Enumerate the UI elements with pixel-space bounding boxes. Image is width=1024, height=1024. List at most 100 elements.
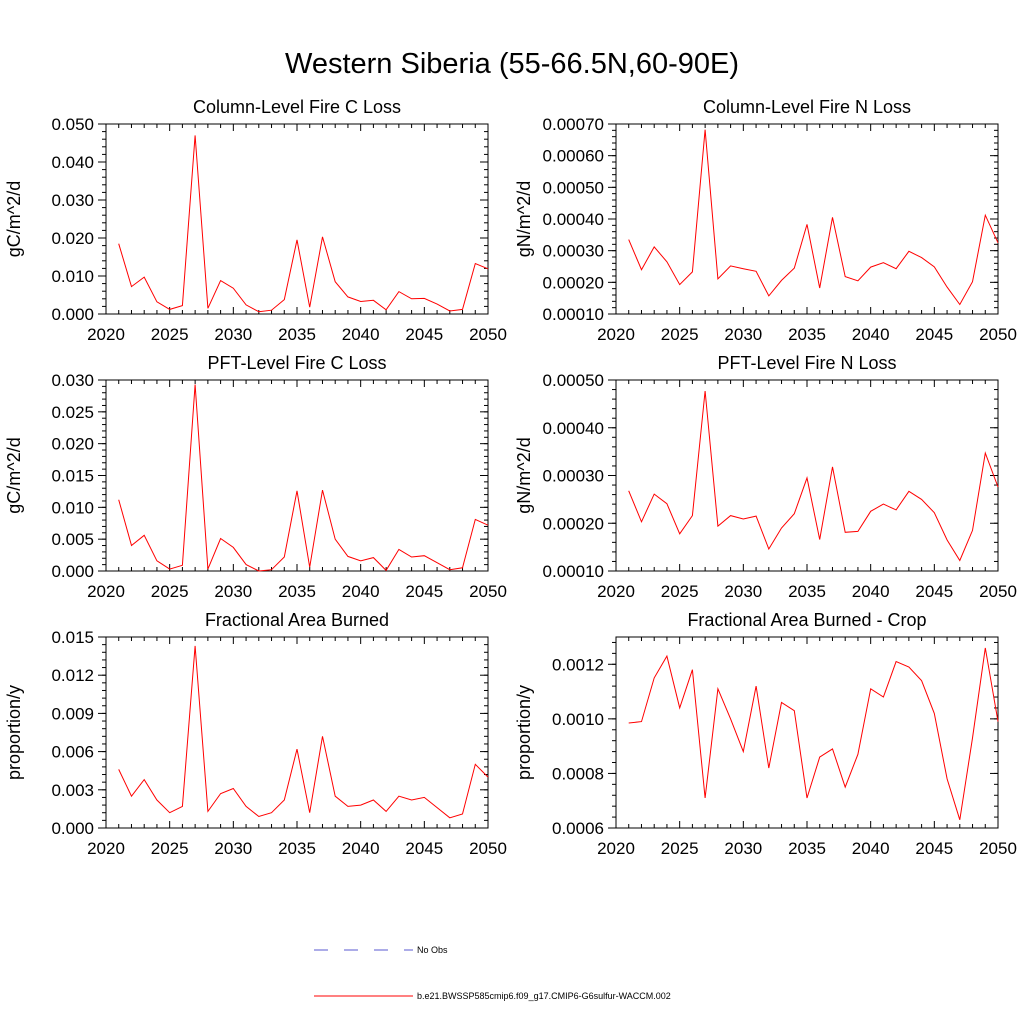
y-tick-label: 0.00040 (543, 210, 604, 229)
y-axis-label: proportion/y (4, 685, 24, 780)
x-tick-label: 2035 (788, 582, 826, 601)
y-axis-label: gN/m^2/d (514, 181, 534, 257)
y-tick-label: 0.020 (51, 229, 94, 248)
y-tick-label: 0.0012 (552, 655, 604, 674)
x-tick-label: 2035 (788, 325, 826, 344)
chart-panel-3: 2020 2025 2030 2035 2040 2045 2050 0.000 0.005 0.… (4, 353, 507, 601)
x-tick-label: 2025 (661, 325, 699, 344)
x-tick-label: 2040 (852, 325, 890, 344)
y-tick-label: 0.00010 (543, 562, 604, 581)
x-tick-label: 2040 (852, 582, 890, 601)
y-tick-label: 0.040 (51, 153, 94, 172)
x-tick-label: 2020 (87, 582, 125, 601)
series-line (628, 390, 999, 562)
y-tick-label: 0.000 (51, 819, 94, 838)
y-tick-label: 0.00050 (543, 178, 604, 197)
legend-label-model: b.e21.BWSSP585cmip6.f09_g17.CMIP6-G6sulf… (417, 991, 671, 1001)
x-tick-label: 2045 (915, 582, 953, 601)
series-line (118, 135, 489, 313)
y-axis-label: gC/m^2/d (4, 181, 24, 257)
chart-panel-1: 2020 2025 2030 2035 2040 2045 2050 0.000 0.010 0.… (4, 97, 507, 344)
series-line (118, 645, 489, 819)
y-tick-label: 0.00050 (543, 371, 604, 390)
x-tick-label: 2025 (151, 839, 189, 858)
x-tick-label: 2040 (342, 582, 380, 601)
y-tick-label: 0.003 (51, 781, 94, 800)
legend-label-no-obs: No Obs (417, 945, 448, 955)
y-tick-label: 0.006 (51, 743, 94, 762)
chart-panel-2: 2020 2025 2030 2035 2040 2045 2050 0.00010 0.000… (514, 97, 1017, 344)
y-tick-label: 0.020 (51, 435, 94, 454)
y-tick-label: 0.015 (51, 628, 94, 647)
x-tick-label: 2020 (87, 839, 125, 858)
y-tick-label: 0.00040 (543, 419, 604, 438)
y-tick-label: 0.0006 (552, 819, 604, 838)
series-line (628, 129, 999, 306)
x-tick-label: 2035 (278, 325, 316, 344)
x-tick-label: 2030 (724, 325, 762, 344)
x-tick-label: 2050 (979, 582, 1017, 601)
x-tick-label: 2045 (405, 582, 443, 601)
panel-title: Fractional Area Burned - Crop (687, 610, 926, 630)
y-tick-label: 0.025 (51, 403, 94, 422)
y-axis-label: gN/m^2/d (514, 437, 534, 513)
chart-panel-5: 2020 2025 2030 2035 2040 2045 2050 0.000 0.003 0.… (4, 610, 507, 858)
x-tick-label: 2050 (469, 325, 507, 344)
x-tick-label: 2050 (979, 839, 1017, 858)
x-tick-label: 2050 (979, 325, 1017, 344)
y-tick-label: 0.030 (51, 371, 94, 390)
y-tick-label: 0.012 (51, 666, 94, 685)
x-tick-label: 2030 (214, 839, 252, 858)
x-tick-label: 2020 (597, 325, 635, 344)
y-tick-label: 0.00010 (543, 305, 604, 324)
x-tick-label: 2050 (469, 839, 507, 858)
x-tick-label: 2020 (597, 839, 635, 858)
plot-frame (615, 379, 999, 572)
y-tick-label: 0.00060 (543, 147, 604, 166)
y-tick-label: 0.000 (51, 562, 94, 581)
x-tick-label: 2045 (405, 325, 443, 344)
panel-title: Column-Level Fire N Loss (703, 97, 911, 117)
x-tick-label: 2035 (278, 582, 316, 601)
y-tick-label: 0.00030 (543, 242, 604, 261)
x-tick-label: 2030 (214, 582, 252, 601)
y-tick-label: 0.010 (51, 267, 94, 286)
x-tick-label: 2025 (151, 325, 189, 344)
plot-frame (105, 636, 489, 829)
y-tick-label: 0.0010 (552, 710, 604, 729)
x-tick-label: 2045 (915, 325, 953, 344)
y-tick-label: 0.00030 (543, 467, 604, 486)
x-tick-label: 2025 (661, 582, 699, 601)
x-tick-label: 2040 (852, 839, 890, 858)
panel-title: PFT-Level Fire C Loss (207, 353, 386, 373)
panel-title: Column-Level Fire C Loss (193, 97, 401, 117)
plot-frame (105, 123, 489, 315)
y-tick-label: 0.010 (51, 498, 94, 517)
series-line (118, 384, 489, 572)
chart-panel-6: 2020 2025 2030 2035 2040 2045 2050 0.0006 0.0008… (514, 610, 1017, 858)
panel-title: Fractional Area Burned (205, 610, 389, 630)
x-tick-label: 2030 (724, 582, 762, 601)
x-tick-label: 2040 (342, 325, 380, 344)
plot-frame (615, 636, 999, 829)
y-tick-label: 0.00070 (543, 115, 604, 134)
legend: No Obs b.e21.BWSSP585cmip6.f09_g17.CMIP6-… (314, 945, 671, 1001)
x-tick-label: 2045 (405, 839, 443, 858)
y-axis-label: proportion/y (514, 685, 534, 780)
y-tick-label: 0.00020 (543, 514, 604, 533)
y-tick-label: 0.0008 (552, 764, 604, 783)
y-tick-label: 0.000 (51, 305, 94, 324)
x-tick-label: 2025 (151, 582, 189, 601)
x-tick-label: 2035 (788, 839, 826, 858)
x-tick-label: 2025 (661, 839, 699, 858)
plot-frame (615, 123, 999, 315)
y-tick-label: 0.005 (51, 530, 94, 549)
x-tick-label: 2030 (724, 839, 762, 858)
x-tick-label: 2035 (278, 839, 316, 858)
series-line (628, 647, 999, 820)
x-tick-label: 2020 (87, 325, 125, 344)
x-tick-label: 2040 (342, 839, 380, 858)
x-tick-label: 2045 (915, 839, 953, 858)
x-tick-label: 2050 (469, 582, 507, 601)
